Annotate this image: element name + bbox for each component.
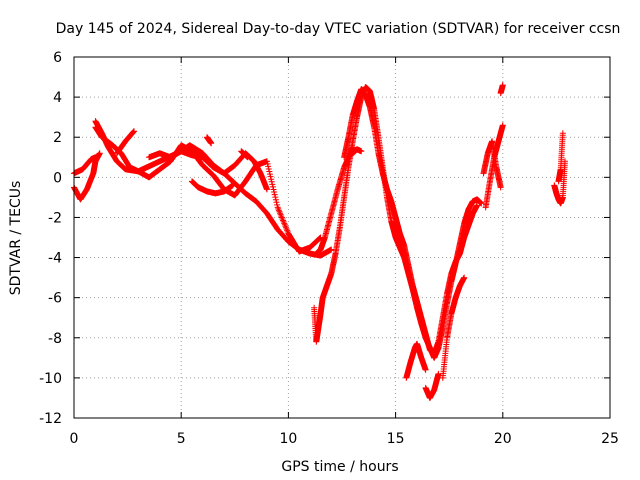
data-point-markers [92,124,324,255]
series-pass-22 [555,130,566,185]
series-pass-19 [480,138,504,191]
data-point-markers [203,134,215,147]
y-tick-label: -2 [48,210,62,226]
series-pass-6 [146,148,206,161]
data-point-markers [551,158,568,207]
data-point-markers [422,370,442,401]
data-point-markers [555,130,566,185]
x-tick-label: 10 [279,431,297,447]
data-point-markers [439,274,468,381]
y-tick-label: -6 [48,291,62,307]
y-tick-label: -10 [39,371,62,387]
y-tick-label: 6 [53,50,62,66]
plot-frame [73,56,611,419]
y-tick-label: -12 [39,411,62,427]
chart-title: Day 145 of 2024, Sidereal Day-to-day VTE… [56,21,621,37]
series-pass-9 [238,148,251,161]
x-tick-label: 15 [387,431,405,447]
data-point-markers [146,148,206,161]
x-tick-label: 5 [177,431,186,447]
series-pass-12 [341,86,481,357]
data-point-markers [71,150,103,203]
series-pass-8 [203,134,215,147]
x-tick-label: 20 [494,431,512,447]
data-point-markers [403,340,429,381]
axis-ticks: 0 5 10 15 20 25 -12 -10 -8 -6 -4 -2 0 2 4 6 [39,50,619,447]
x-tick-label: 25 [601,431,619,447]
x-axis-label: GPS time / hours [281,459,398,475]
series-pass-15 [403,340,429,381]
series-pass-4 [92,124,324,255]
grid [74,57,610,418]
y-tick-label: -8 [48,331,62,347]
data-point-markers [497,82,506,97]
data-point-markers [480,138,504,191]
data-point-markers [349,146,365,157]
series-pass-20 [497,82,506,97]
data-point-markers [188,178,236,197]
y-tick-label: 2 [53,130,62,146]
series-pass-17 [439,274,468,381]
y-tick-label: -4 [48,251,62,267]
data-point-markers [238,148,251,161]
series-pass-1 [71,150,103,203]
series-pass-10 [188,178,236,197]
x-tick-label: 0 [70,431,79,447]
data-point-markers [341,86,481,357]
y-tick-label: 4 [53,90,62,106]
series-pass-14 [349,146,365,157]
y-tick-label: 0 [53,170,62,186]
series-pass-5 [113,128,138,157]
series-pass-21 [551,158,568,207]
series-pass-16 [422,370,442,401]
y-axis-label: SDTVAR / TECUs [8,181,24,296]
data-point-markers [113,128,138,157]
data-points [71,82,568,401]
